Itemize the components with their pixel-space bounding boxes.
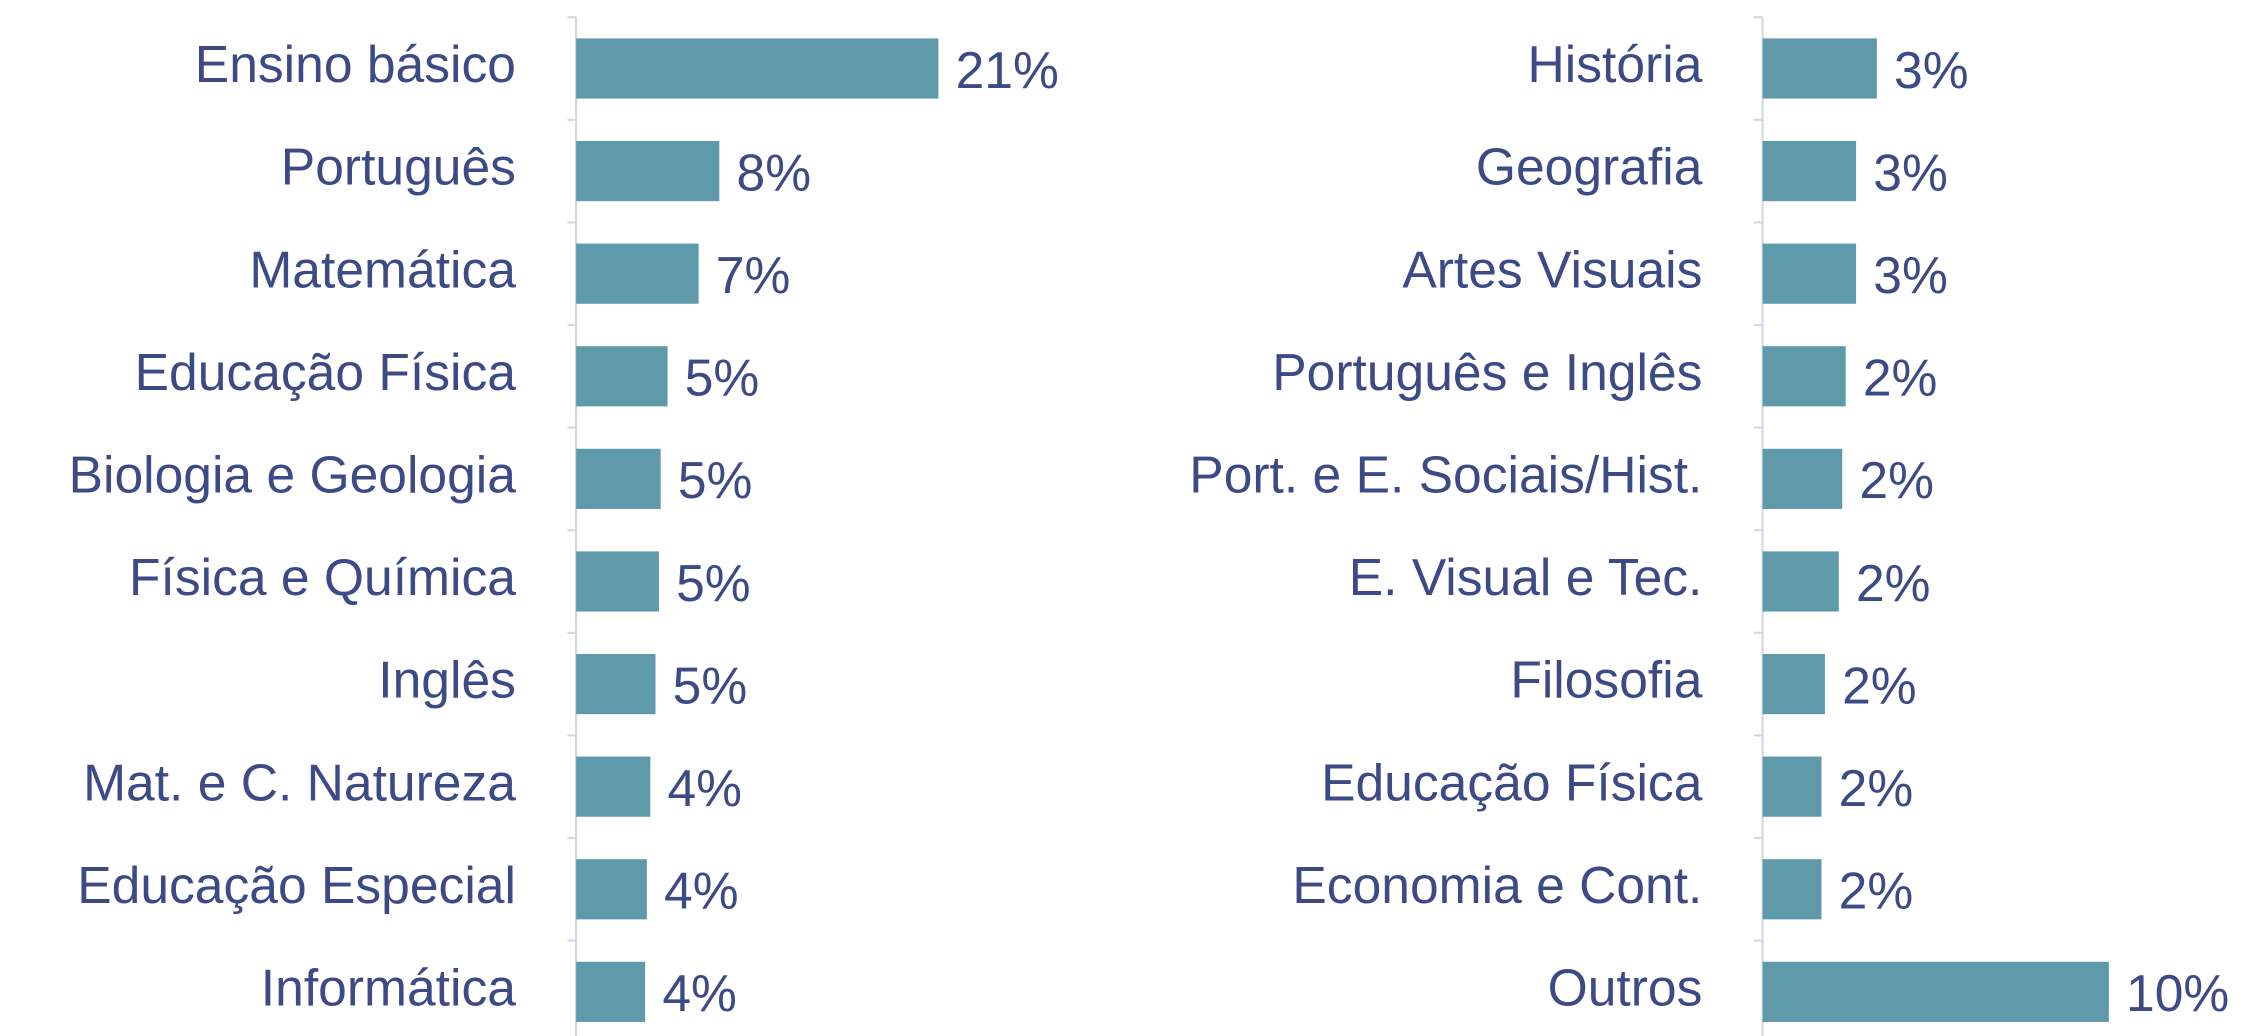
category-label: Artes Visuais: [1402, 240, 1702, 298]
value-label: 2%: [1859, 451, 1934, 509]
value-label: 2%: [1839, 862, 1914, 920]
bar: [576, 346, 668, 407]
value-label: 5%: [676, 554, 751, 612]
bar: [576, 859, 647, 920]
value-label: 5%: [678, 451, 753, 509]
value-label: 21%: [956, 41, 1059, 99]
category-label: Biologia e Geologia: [69, 446, 517, 504]
value-label: 3%: [1894, 41, 1969, 99]
value-label: 10%: [2126, 964, 2229, 1022]
bar: [576, 551, 659, 612]
bar: [1762, 140, 1857, 202]
category-label: Port. e E. Sociais/Hist.: [1189, 446, 1702, 504]
category-label: Educação Especial: [77, 856, 516, 914]
category-label: Informática: [261, 958, 516, 1016]
category-label: Mat. e C. Natureza: [83, 753, 516, 811]
category-label: História: [1528, 35, 1703, 93]
value-label: 7%: [716, 246, 791, 304]
category-label: Filosofia: [1510, 651, 1702, 709]
value-label: 5%: [685, 349, 760, 407]
value-label: 2%: [1856, 554, 1931, 612]
category-label: Economia e Cont.: [1292, 856, 1702, 914]
category-label: Física e Química: [129, 548, 516, 606]
category-label: Educação Física: [1321, 753, 1703, 811]
bar: [576, 653, 656, 715]
bar: [1762, 38, 1877, 99]
bar: [576, 448, 661, 509]
bar: [1762, 448, 1843, 509]
bar: [1762, 961, 2109, 1022]
value-label: 2%: [1863, 349, 1938, 407]
value-label: 8%: [737, 143, 812, 201]
value-label: 2%: [1839, 759, 1914, 817]
bar: [576, 38, 939, 99]
category-label: Outros: [1548, 958, 1703, 1016]
value-label: 2%: [1842, 656, 1917, 714]
category-label: Português: [281, 138, 516, 196]
category-label: Inglês: [378, 651, 516, 709]
value-label: 3%: [1873, 143, 1948, 201]
bar: [1762, 859, 1822, 920]
category-label: Geografia: [1476, 138, 1703, 196]
bar: [1762, 756, 1822, 817]
category-label: E. Visual e Tec.: [1349, 548, 1703, 606]
category-label: Português e Inglês: [1272, 343, 1702, 401]
value-label: 3%: [1873, 246, 1948, 304]
category-label: Educação Física: [135, 343, 517, 401]
value-label: 4%: [668, 759, 743, 817]
value-label: 4%: [664, 862, 739, 920]
bar: [1762, 346, 1846, 407]
value-label: 5%: [673, 656, 748, 714]
bar: [1762, 243, 1857, 304]
bar: [576, 140, 720, 202]
bar: [1762, 653, 1825, 715]
value-label: 4%: [662, 964, 737, 1022]
bar: [1762, 551, 1839, 612]
bar: [576, 756, 651, 817]
bar: [576, 961, 646, 1022]
category-label: Ensino básico: [195, 35, 516, 93]
category-label: Matemática: [249, 240, 516, 298]
bar: [576, 243, 699, 304]
